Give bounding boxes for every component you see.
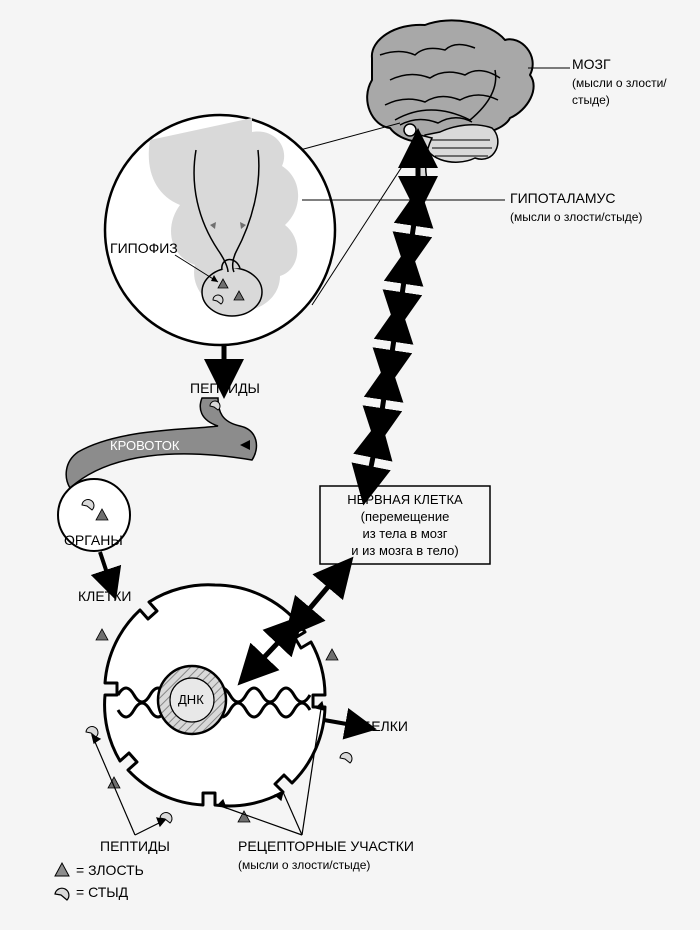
label-receptors: РЕЦЕПТОРНЫЕ УЧАСТКИ (мысли о злости/стыд…	[238, 838, 414, 873]
arrow-cell-to-proteins	[324, 720, 358, 726]
label-nerve-cell: НЕРВНАЯ КЛЕТКА (перемещение из тела в мо…	[326, 492, 484, 560]
legend-shapes	[55, 863, 69, 900]
arrow-organs-to-cells	[100, 552, 110, 582]
label-hypothalamus: ГИПОТАЛАМУС (мысли о злости/стыде)	[510, 190, 642, 225]
label-cells: КЛЕТКИ	[78, 588, 131, 606]
legend-anger: = ЗЛОСТЬ	[76, 862, 144, 878]
diagram-svg	[0, 0, 700, 930]
label-peptides-top: ПЕПТИДЫ	[190, 380, 260, 398]
label-peptides-bottom: ПЕПТИДЫ	[100, 838, 170, 856]
label-dna: ДНК	[178, 692, 204, 708]
label-brain: МОЗГ (мысли о злости/ стыде)	[572, 56, 667, 109]
label-proteins: БЕЛКИ	[362, 718, 408, 736]
legend-shame: = СТЫД	[76, 884, 128, 900]
label-pituitary: ГИПОФИЗ	[110, 240, 178, 258]
cell	[105, 585, 325, 806]
label-bloodflow: КРОВОТОК	[110, 438, 179, 454]
label-organs: ОРГАНЫ	[64, 532, 123, 550]
